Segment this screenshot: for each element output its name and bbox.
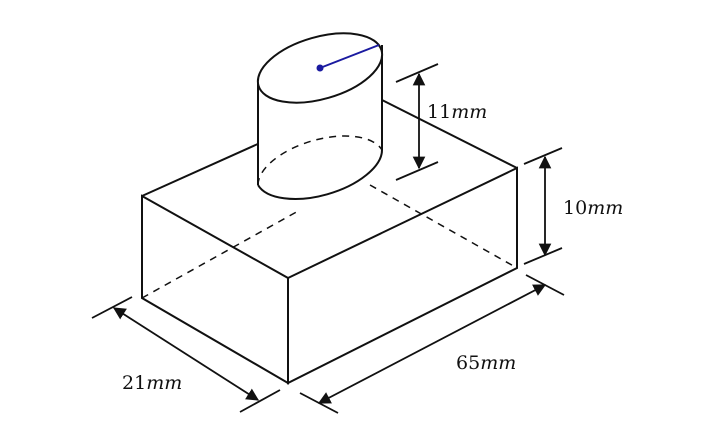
cylinder-base-back [257,135,383,186]
radius-line [319,44,380,69]
hidden-edges [141,184,518,299]
label-cylinder-height: 11mm [427,101,487,123]
label-box-height: 10mm [563,197,623,219]
box-top-back-right-edge [381,99,518,169]
cylinder-base-front [257,149,383,200]
cylinder [256,32,384,202]
box-right-face [287,166,518,385]
dimension-box-height [523,147,563,265]
box-front-face [141,194,289,385]
radius-indicator [316,44,380,72]
center-point [316,64,324,72]
dimension-box-depth [91,296,281,413]
dimension-cylinder-height [395,63,439,181]
label-box-depth: 21mm [122,372,182,394]
box-top-edges [141,142,261,197]
label-box-length: 65mm [456,352,516,374]
dimension-box-length [299,274,565,414]
